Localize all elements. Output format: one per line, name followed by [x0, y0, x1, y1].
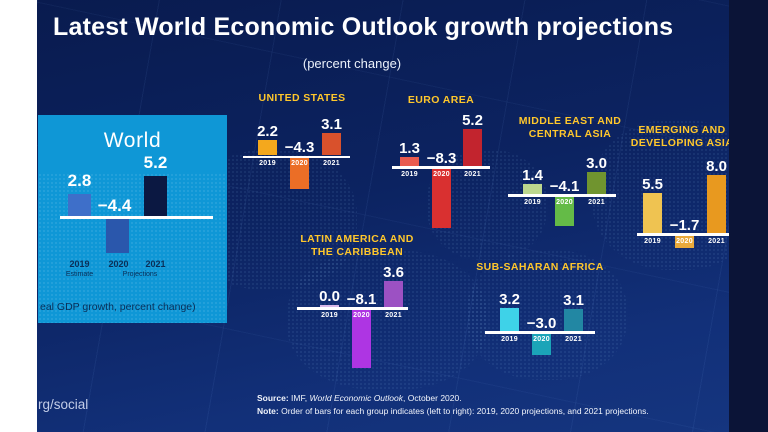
- united-states-bar-2020: [290, 158, 309, 189]
- source-label: Source:: [257, 393, 289, 403]
- sub-saharan-africa-bar-2021: [564, 308, 583, 331]
- euro-area-bar-2019: [400, 156, 419, 166]
- world-bar-2020: [106, 219, 129, 253]
- middle-east-and-central-asia-bar-2019: [523, 183, 542, 194]
- sub-saharan-africa-year-2020: 2020: [533, 335, 550, 343]
- world-value-2019: 2.8: [67, 171, 92, 191]
- euro-area-year-2019: 2019: [401, 170, 418, 178]
- united-states-year-2019: 2019: [259, 160, 276, 167]
- footnotes: Source: IMF, World Economic Outlook, Oct…: [257, 392, 649, 418]
- euro-area-value-2020: −8.3: [426, 149, 457, 167]
- note-line: Note: Order of bars for each group indic…: [257, 406, 649, 416]
- world-panel-caption: eal GDP growth, percent change): [40, 301, 196, 313]
- sub-saharan-africa-year-2019: 2019: [501, 335, 518, 343]
- middle-east-and-central-asia-year-2021: 2021: [588, 198, 605, 206]
- world-value-2020: −4.4: [97, 196, 132, 215]
- united-states-value-2019: 2.2: [257, 122, 278, 140]
- map-dots-south-america: [287, 250, 487, 390]
- emerging-and-developing-asia-baseline: [637, 233, 729, 236]
- latin-america-and-the-caribbean-year-2021: 2021: [385, 311, 402, 319]
- united-states-bar-2021: [322, 133, 341, 156]
- emerging-and-developing-asia-year-2021: 2021: [708, 237, 725, 245]
- latin-america-and-the-caribbean-year-2019: 2019: [321, 311, 338, 319]
- euro-area-value-2021: 5.2: [462, 111, 483, 129]
- world-bar-2019: [68, 194, 91, 216]
- middle-east-and-central-asia-value-2020: −4.1: [549, 177, 580, 195]
- middle-east-and-central-asia-title: MIDDLE EAST AND CENTRAL ASIA: [518, 115, 622, 140]
- social-handle: rg/social: [38, 397, 89, 412]
- dark-right-band: [729, 0, 768, 432]
- middle-east-and-central-asia-year-2019: 2019: [524, 198, 541, 206]
- emerging-and-developing-asia-value-2019: 5.5: [642, 176, 663, 194]
- sub-saharan-africa-year-2021: 2021: [565, 335, 582, 343]
- euro-area-bar-2021: [463, 128, 482, 166]
- world-bar-2021: [144, 175, 167, 216]
- united-states-title: UNITED STATES: [258, 92, 346, 104]
- middle-east-and-central-asia-baseline: [508, 194, 616, 197]
- emerging-and-developing-asia-value-2021: 8.0: [706, 158, 727, 176]
- latin-america-and-the-caribbean-value-2021: 3.6: [383, 264, 404, 282]
- world-estimate-label: Estimate: [65, 271, 94, 278]
- euro-area-value-2019: 1.3: [399, 139, 420, 157]
- latin-america-and-the-caribbean-bar-2021: [384, 281, 403, 307]
- sub-saharan-africa-value-2019: 3.2: [499, 290, 520, 308]
- emerging-and-developing-asia-title: EMERGING AND DEVELOPING ASIA: [630, 124, 729, 149]
- white-left-margin: [0, 0, 37, 432]
- note-label: Note:: [257, 406, 279, 416]
- middle-east-and-central-asia-bar-2021: [587, 172, 606, 194]
- world-panel: World 2.8 −4.4 5.2 2019 2020 2021 Estimate…: [38, 115, 227, 323]
- middle-east-and-central-asia-year-2020: 2020: [556, 198, 573, 206]
- euro-area-year-2021: 2021: [464, 170, 481, 178]
- page-title: Latest World Economic Outlook growth pro…: [53, 13, 674, 41]
- united-states-year-2020: 2020: [291, 160, 308, 167]
- sub-saharan-africa-title: SUB-SAHARAN AFRICA: [476, 261, 604, 273]
- world-projections-label: Projections: [122, 271, 158, 278]
- sub-saharan-africa-baseline: [485, 331, 595, 334]
- united-states-value-2021: 3.1: [321, 116, 342, 134]
- sub-saharan-africa-bar-2019: [500, 307, 519, 331]
- united-states-year-2021: 2021: [323, 160, 340, 167]
- latin-america-and-the-caribbean-value-2020: −8.1: [346, 290, 377, 308]
- emerging-and-developing-asia-value-2020: −1.7: [669, 216, 700, 234]
- world-year-2019: 2019: [69, 259, 90, 269]
- map-dots-africa: [467, 250, 627, 380]
- euro-area-year-2020: 2020: [433, 170, 450, 178]
- latin-america-and-the-caribbean-year-2020: 2020: [353, 311, 370, 319]
- world-year-2020: 2020: [108, 259, 129, 269]
- world-zero-baseline: [60, 216, 213, 219]
- world-value-2021: 5.2: [143, 152, 168, 172]
- united-states-baseline: [243, 155, 350, 158]
- latin-america-and-the-caribbean-value-2019: 0.0: [319, 288, 340, 305]
- sub-saharan-africa-value-2020: −3.0: [526, 314, 557, 332]
- emerging-and-developing-asia-bar-2020: [675, 235, 694, 248]
- latin-america-and-the-caribbean-title: LATIN AMERICA AND THE CARIBBEAN: [300, 233, 414, 258]
- middle-east-and-central-asia-value-2019: 1.4: [522, 166, 543, 184]
- emerging-and-developing-asia-bar-2021: [707, 175, 726, 233]
- euro-area-baseline: [392, 166, 490, 169]
- emerging-and-developing-asia-bar-2019: [643, 193, 662, 233]
- middle-east-and-central-asia-value-2021: 3.0: [586, 155, 607, 173]
- page-subtitle: (percent change): [302, 56, 402, 71]
- latin-america-and-the-caribbean-bar-2020: [352, 309, 371, 368]
- source-line: Source: IMF, World Economic Outlook, Oct…: [257, 393, 462, 403]
- euro-area-bar-2020: [432, 168, 451, 229]
- world-panel-title: World: [103, 129, 162, 152]
- latin-america-and-the-caribbean-baseline: [297, 307, 408, 310]
- united-states-bar-2019: [258, 139, 277, 156]
- united-states-value-2020: −4.3: [284, 139, 315, 156]
- world-year-2021: 2021: [145, 259, 166, 269]
- euro-area-title: EURO AREA: [407, 94, 475, 106]
- middle-east-and-central-asia-bar-2020: [555, 196, 574, 227]
- emerging-and-developing-asia-year-2020: 2020: [676, 237, 693, 245]
- latin-america-and-the-caribbean-bar-2019: [320, 305, 339, 307]
- emerging-and-developing-asia-year-2019: 2019: [644, 237, 661, 245]
- sub-saharan-africa-value-2021: 3.1: [563, 291, 584, 309]
- sub-saharan-africa-bar-2020: [532, 333, 551, 356]
- slide: Latest World Economic Outlook growth pro…: [37, 0, 729, 432]
